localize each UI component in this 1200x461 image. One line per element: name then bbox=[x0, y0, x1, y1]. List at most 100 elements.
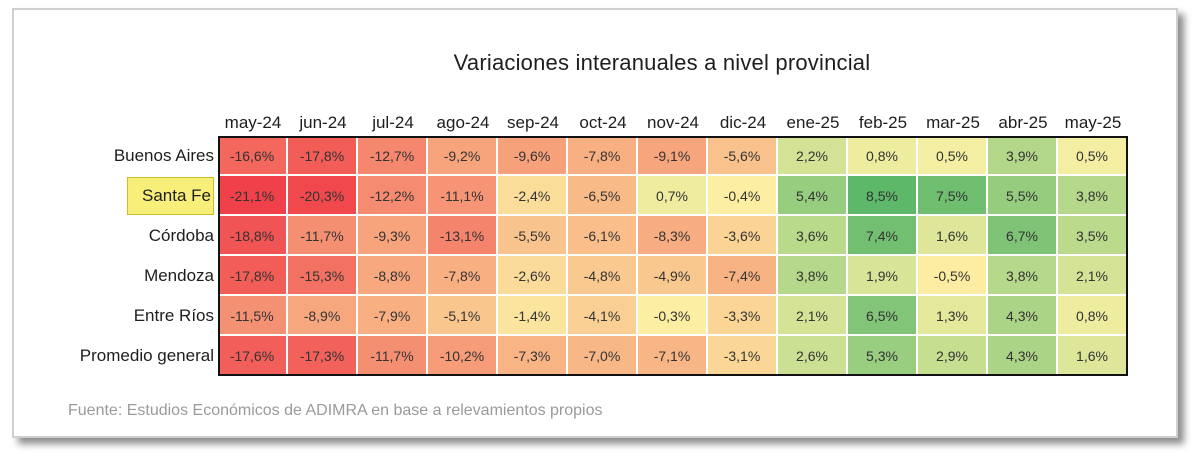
heatmap-cell: 2,6% bbox=[778, 336, 848, 374]
heatmap-cell: 2,1% bbox=[1058, 256, 1126, 296]
heatmap-cell: -0,4% bbox=[708, 176, 778, 216]
heatmap-cell: 7,5% bbox=[918, 176, 988, 216]
heatmap-cell: -1,4% bbox=[498, 296, 568, 336]
heatmap-cell: 8,5% bbox=[848, 176, 918, 216]
heatmap-cell: 3,9% bbox=[988, 138, 1058, 176]
heatmap-cell: 0,7% bbox=[638, 176, 708, 216]
row-label: Mendoza bbox=[144, 266, 214, 285]
heatmap-cell: -0,3% bbox=[638, 296, 708, 336]
heatmap-cell: 3,8% bbox=[778, 256, 848, 296]
column-header: mar-25 bbox=[926, 113, 980, 132]
heatmap-cell: 4,3% bbox=[988, 336, 1058, 374]
heatmap-cell: -7,8% bbox=[428, 256, 498, 296]
heatmap-cell: 1,9% bbox=[848, 256, 918, 296]
heatmap-cell: -7,3% bbox=[498, 336, 568, 374]
heatmap-cell: -9,6% bbox=[498, 138, 568, 176]
heatmap-cell: -5,6% bbox=[708, 138, 778, 176]
heatmap-cell: -17,8% bbox=[220, 256, 288, 296]
heatmap-cell: -11,7% bbox=[288, 216, 358, 256]
chart-title: Variaciones interanuales a nivel provinc… bbox=[453, 50, 871, 75]
heatmap-cell: 3,6% bbox=[778, 216, 848, 256]
heatmap-cell: -11,7% bbox=[358, 336, 428, 374]
heatmap-cell: -11,5% bbox=[220, 296, 288, 336]
heatmap-cell: -6,1% bbox=[568, 216, 638, 256]
heatmap-cell: 3,8% bbox=[988, 256, 1058, 296]
column-header: abr-25 bbox=[998, 113, 1048, 132]
heatmap-cell: 1,6% bbox=[918, 216, 988, 256]
heatmap-cell: -3,1% bbox=[708, 336, 778, 374]
heatmap-cell: 1,3% bbox=[918, 296, 988, 336]
column-header: oct-24 bbox=[579, 113, 627, 132]
heatmap-cell: -20,3% bbox=[288, 176, 358, 216]
column-header: nov-24 bbox=[647, 113, 699, 132]
heatmap-cell: 6,5% bbox=[848, 296, 918, 336]
heatmap-cell: -3,3% bbox=[708, 296, 778, 336]
heatmap-cell: -8,9% bbox=[288, 296, 358, 336]
column-header: jun-24 bbox=[299, 113, 347, 132]
column-header: may-25 bbox=[1064, 113, 1122, 132]
heatmap-cell: 2,2% bbox=[778, 138, 848, 176]
source-note: Fuente: Estudios Económicos de ADIMRA en… bbox=[68, 402, 603, 419]
heatmap-cell: -17,3% bbox=[288, 336, 358, 374]
heatmap-cell: -21,1% bbox=[220, 176, 288, 216]
heatmap-cell: -17,8% bbox=[288, 138, 358, 176]
heatmap-cell: -2,6% bbox=[498, 256, 568, 296]
heatmap-cell: -7,0% bbox=[568, 336, 638, 374]
heatmap-cell: -9,2% bbox=[428, 138, 498, 176]
heatmap-cell: 0,8% bbox=[1058, 296, 1126, 336]
heatmap-cell: -7,9% bbox=[358, 296, 428, 336]
heatmap-cell: -7,1% bbox=[638, 336, 708, 374]
heatmap-cell: 2,9% bbox=[918, 336, 988, 374]
heatmap-cell: -5,1% bbox=[428, 296, 498, 336]
heatmap-cell: -8,8% bbox=[358, 256, 428, 296]
heatmap-cell: -12,7% bbox=[358, 138, 428, 176]
column-header: feb-25 bbox=[858, 113, 908, 132]
heatmap-cell: -7,4% bbox=[708, 256, 778, 296]
heatmap-cell: -15,3% bbox=[288, 256, 358, 296]
row-label: Promedio general bbox=[79, 346, 214, 365]
row-label: Córdoba bbox=[148, 226, 214, 245]
column-header: dic-24 bbox=[719, 113, 767, 132]
heatmap-cell: -17,6% bbox=[220, 336, 288, 374]
heatmap-cell: -4,9% bbox=[638, 256, 708, 296]
heatmap-cell: -9,1% bbox=[638, 138, 708, 176]
heatmap-cell: -12,2% bbox=[358, 176, 428, 216]
heatmap-cell: 5,5% bbox=[988, 176, 1058, 216]
column-header: sep-24 bbox=[507, 113, 559, 132]
heatmap-cell: 5,4% bbox=[778, 176, 848, 216]
heatmap-cell: -16,6% bbox=[220, 138, 288, 176]
heatmap-cell: 3,8% bbox=[1058, 176, 1126, 216]
heatmap-cell: -2,4% bbox=[498, 176, 568, 216]
heatmap-cell: 2,1% bbox=[778, 296, 848, 336]
heatmap-cell: 1,6% bbox=[1058, 336, 1126, 374]
heatmap-cell: -9,3% bbox=[358, 216, 428, 256]
row-label-highlighted: Santa Fe bbox=[127, 177, 214, 215]
heatmap-cell: -18,8% bbox=[220, 216, 288, 256]
heatmap-cell: 5,3% bbox=[848, 336, 918, 374]
row-label: Entre Ríos bbox=[133, 306, 214, 325]
heatmap-cell: -5,5% bbox=[498, 216, 568, 256]
heatmap-cell: -0,5% bbox=[918, 256, 988, 296]
heatmap-cell: -3,6% bbox=[708, 216, 778, 256]
heatmap-cell: -4,1% bbox=[568, 296, 638, 336]
heatmap-cell: -4,8% bbox=[568, 256, 638, 296]
heatmap-cell: -7,8% bbox=[568, 138, 638, 176]
heatmap-cell: -8,3% bbox=[638, 216, 708, 256]
heatmap-cell: 6,7% bbox=[988, 216, 1058, 256]
heatmap-cell: 4,3% bbox=[988, 296, 1058, 336]
heatmap-cell: 7,4% bbox=[848, 216, 918, 256]
heatmap-cell: -13,1% bbox=[428, 216, 498, 256]
column-header: ene-25 bbox=[786, 113, 840, 132]
heatmap-table: -16,6% -17,8% -12,7% -9,2% -9,6% -7,8% -9,1% -5… bbox=[218, 136, 1128, 376]
heatmap-cell: -11,1% bbox=[428, 176, 498, 216]
heatmap-cell: -10,2% bbox=[428, 336, 498, 374]
heatmap-cell: 0,8% bbox=[848, 138, 918, 176]
heatmap-cell: -6,5% bbox=[568, 176, 638, 216]
heatmap-cell: 0,5% bbox=[1058, 138, 1126, 176]
column-header: jul-24 bbox=[372, 113, 414, 132]
heatmap-cell: 3,5% bbox=[1058, 216, 1126, 256]
column-header: ago-24 bbox=[436, 113, 490, 132]
column-header: may-24 bbox=[224, 113, 282, 132]
heatmap-cell: 0,5% bbox=[918, 138, 988, 176]
row-label: Buenos Aires bbox=[113, 146, 214, 165]
